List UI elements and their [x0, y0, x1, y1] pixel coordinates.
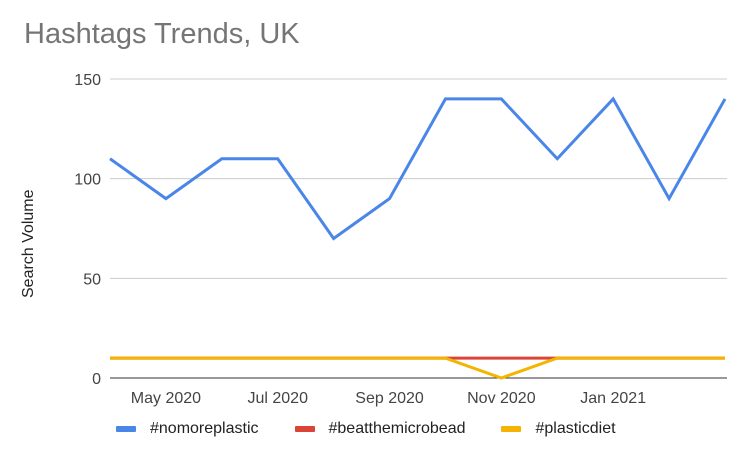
legend-label: #nomoreplastic	[150, 420, 259, 437]
x-tick-label: Nov 2020	[467, 390, 536, 407]
y-tick-label: 150	[74, 72, 101, 89]
legend-label: #beatthemicrobead	[328, 420, 466, 437]
y-tick-label: 100	[74, 172, 101, 189]
y-tick-label: 0	[92, 371, 101, 388]
legend-item-nomoreplastic[interactable]: #nomoreplastic	[116, 420, 259, 438]
x-tick-label: Sep 2020	[355, 390, 424, 407]
legend-label: #plasticdiet	[535, 420, 616, 437]
x-tick-label: Jan 2021	[580, 390, 646, 407]
y-tick-label: 50	[83, 271, 101, 288]
legend-swatch-icon	[116, 426, 136, 432]
chart-title: Hashtags Trends, UK	[24, 18, 300, 50]
series-line-nomoreplastic[interactable]	[109, 96, 727, 241]
legend-swatch-icon	[294, 426, 315, 432]
x-tick-label: Jul 2020	[247, 390, 308, 407]
legend-item-plasticdiet[interactable]: #plasticdiet	[501, 420, 616, 438]
chart-legend: #nomoreplastic #beatthemicrobead #plasti…	[116, 420, 652, 438]
legend-item-beatthemicrobead[interactable]: #beatthemicrobead	[294, 420, 466, 438]
series-line-plasticdiet[interactable]	[110, 356, 725, 380]
x-tick-label: May 2020	[131, 390, 201, 407]
legend-swatch-icon	[501, 426, 522, 432]
